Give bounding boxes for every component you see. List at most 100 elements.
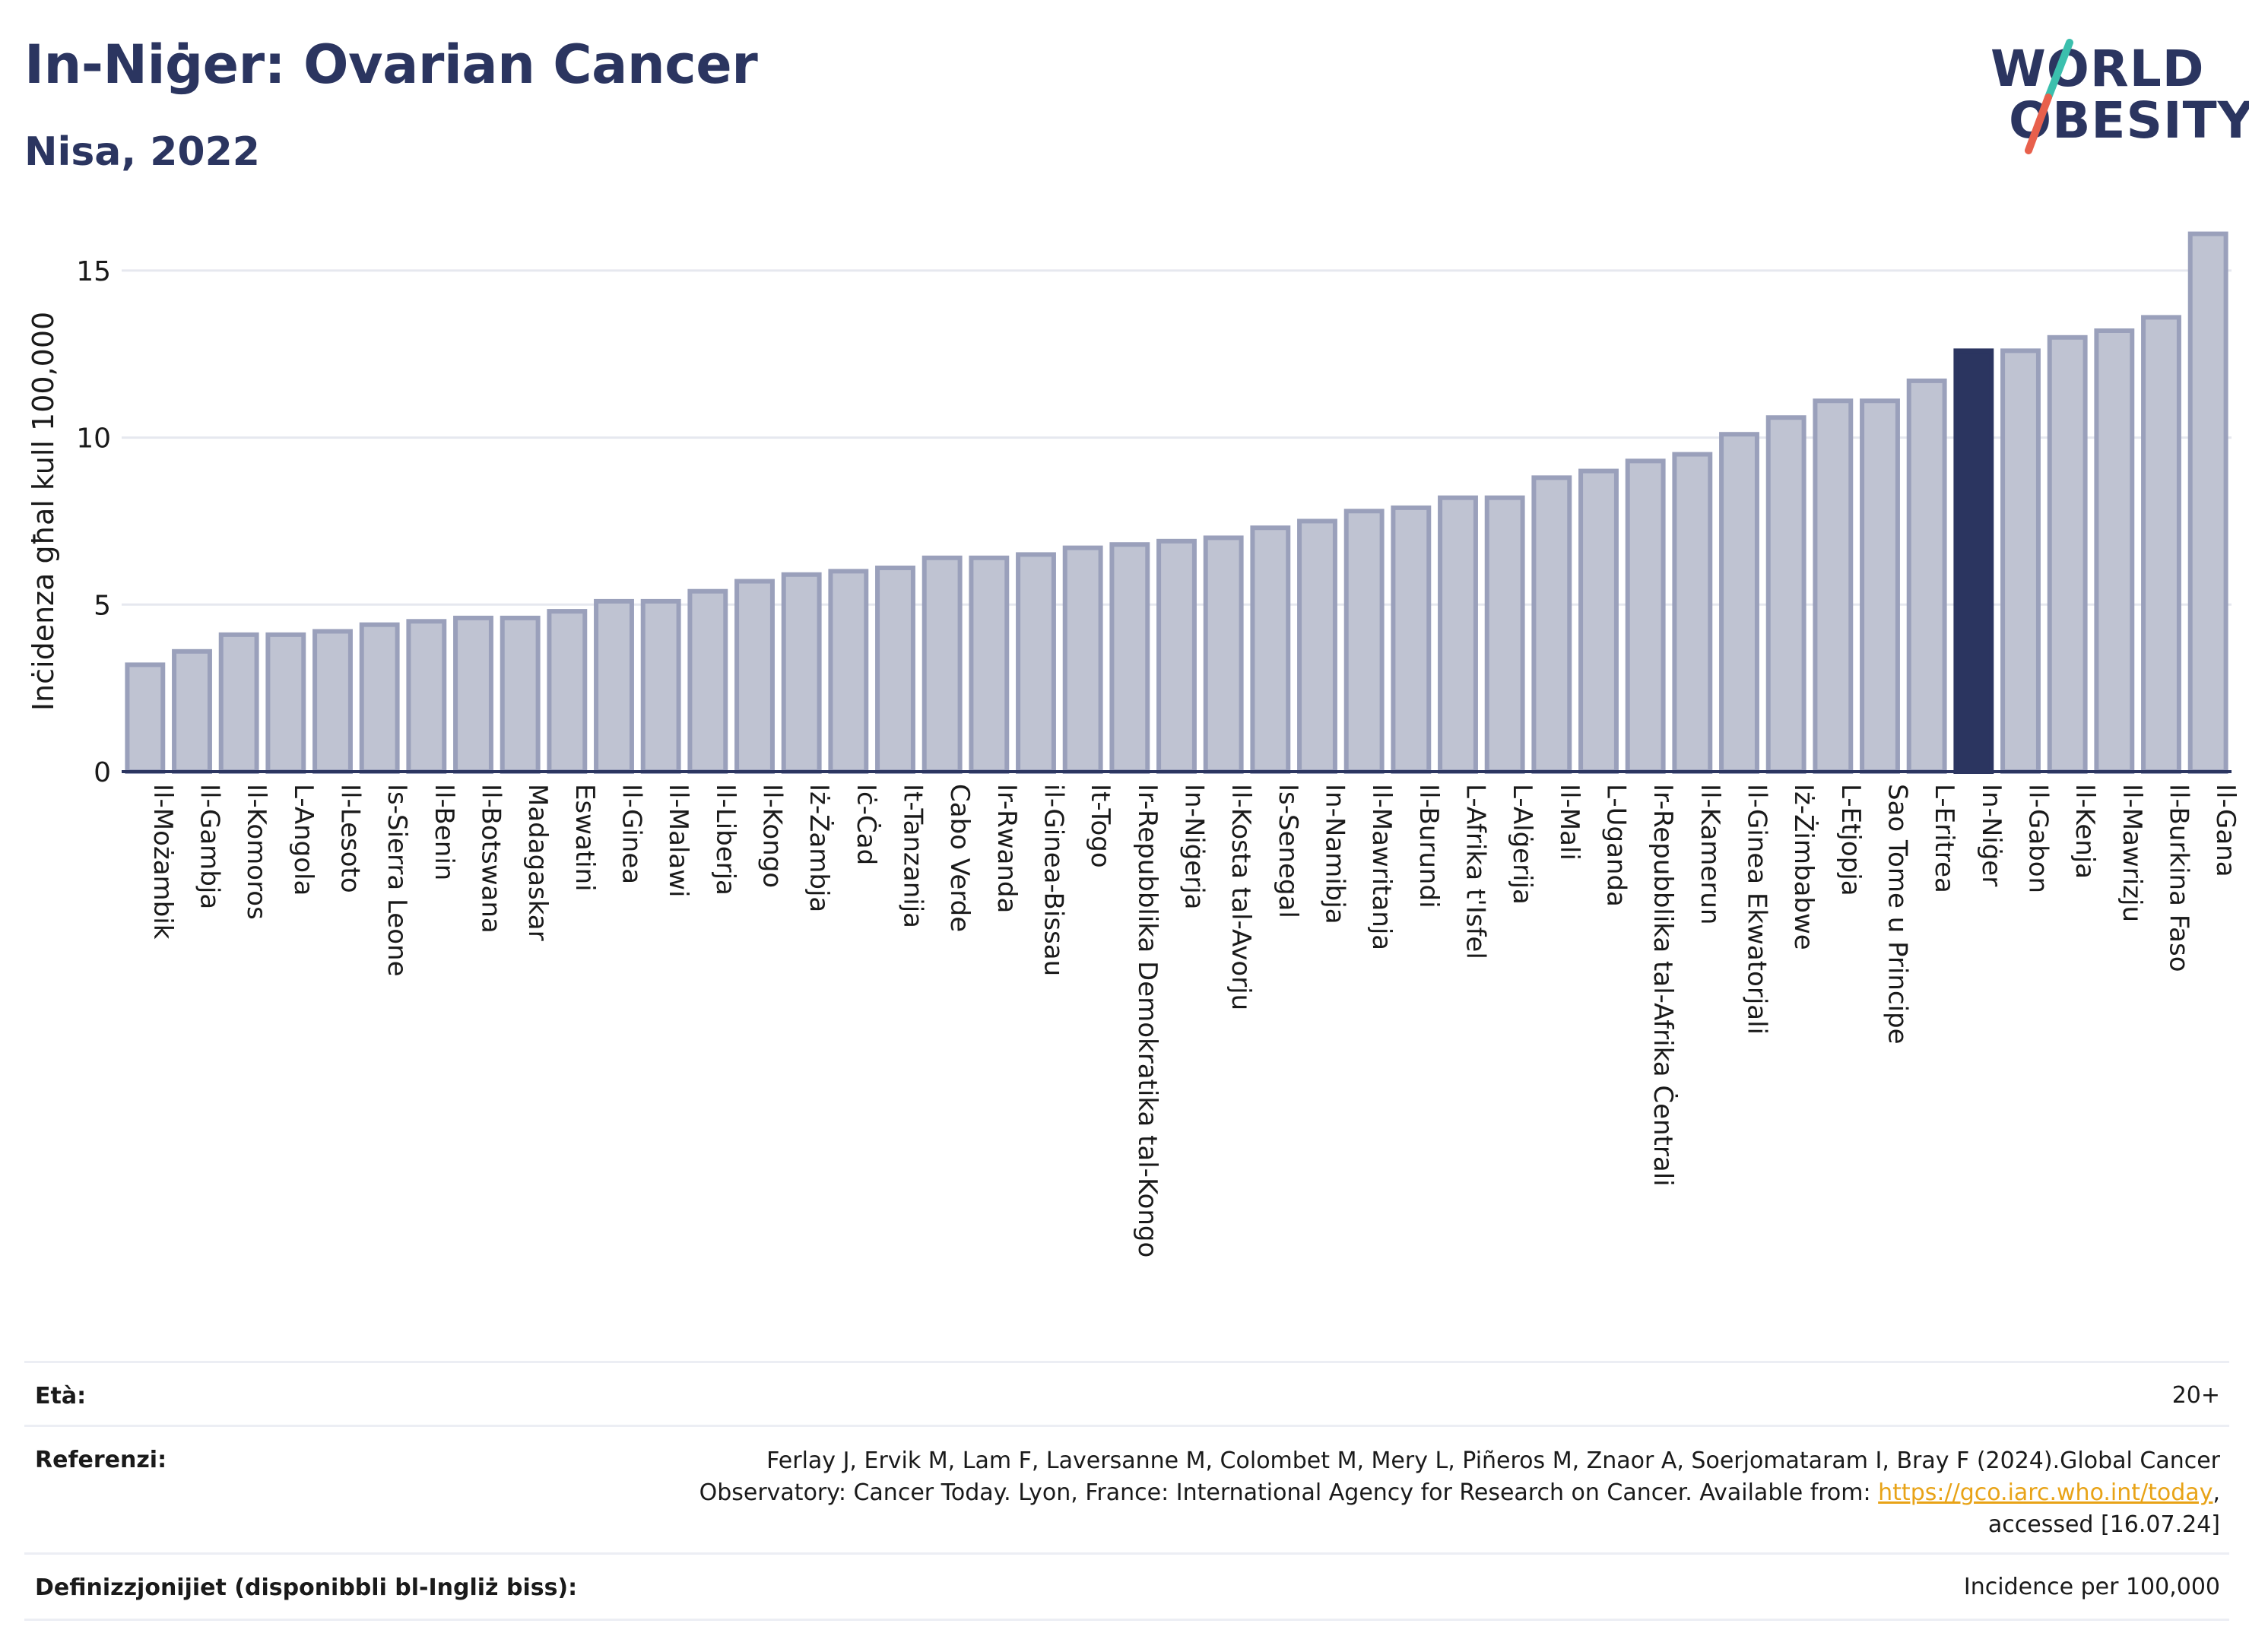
bar	[172, 648, 212, 774]
references-line1: Ferlay J, Ervik M, Lam F, Laversanne M, …	[766, 1447, 2220, 1474]
bar	[1109, 542, 1150, 774]
bar	[1297, 518, 1337, 774]
x-tick-label: In-Niġer	[1976, 784, 2006, 886]
x-tick-label: It-Togo	[1085, 784, 1115, 868]
y-tick-label: 15	[76, 256, 111, 287]
x-tick-label: Il-Benin	[429, 784, 459, 880]
x-tick-label: Iż-Żimbabwe	[1788, 784, 1819, 950]
logo-line1: WORLD	[1990, 40, 2205, 98]
references-line2-text: Observatory: Cancer Today. Lyon, France:…	[699, 1479, 1879, 1506]
bar	[2094, 328, 2135, 774]
x-tick-label: Il-Kamerun	[1695, 784, 1725, 924]
info-row-definitions: Definizzjonijiet (disponibbli bl-Ingliż …	[24, 1552, 2229, 1621]
y-axis-label: Inċidenza għal kull 100,000	[27, 312, 60, 711]
bar	[265, 632, 306, 775]
definitions-value: Incidence per 100,000	[1963, 1574, 2220, 1600]
definitions-label: Definizzjonijiet (disponibbli bl-Ingliż …	[35, 1574, 578, 1601]
world-obesity-logo: WORLD OBESITY	[1984, 27, 2249, 164]
references-line3: accessed [16.07.24]	[1987, 1511, 2220, 1538]
bar	[1484, 495, 1525, 774]
x-tick-label: In-Namibja	[1320, 784, 1350, 924]
x-tick-label: Ir-Repubblika Demokratika tal-Kongo	[1132, 784, 1163, 1257]
bar	[969, 555, 1010, 774]
x-tick-label: In-Niġerja	[1179, 784, 1210, 909]
bar	[125, 662, 166, 774]
bar	[1625, 458, 1666, 774]
y-tick-label: 0	[94, 757, 111, 788]
x-tick-label: Il-Kongo	[757, 784, 788, 888]
y-tick-label: 10	[76, 423, 111, 455]
bar	[2000, 348, 2041, 774]
age-value: 20+	[2171, 1382, 2220, 1409]
x-tick-label: Cabo Verde	[944, 784, 975, 932]
bar	[453, 615, 493, 774]
x-tick-label: il-Ginea-Bissau	[1039, 784, 1069, 976]
x-tick-label: Il-Botswana	[476, 784, 506, 934]
bar	[2047, 335, 2088, 774]
bar	[500, 615, 541, 774]
bar	[687, 588, 728, 775]
x-tick-label: Ir-Repubblika tal-Afrika Ċentrali	[1648, 784, 1679, 1187]
bar	[1719, 432, 1759, 774]
bar	[875, 565, 915, 774]
bar	[1531, 475, 1572, 774]
bar	[1578, 468, 1619, 774]
bar	[1203, 535, 1244, 774]
info-row-age: Età: 20+	[24, 1361, 2229, 1427]
logo-slash-icon	[2025, 39, 2073, 154]
bar	[1062, 545, 1103, 774]
x-tick-label: L-Afrika t'Isfel	[1461, 784, 1491, 959]
bar	[547, 609, 588, 774]
x-tick-label: Il-Mawritanja	[1366, 784, 1397, 950]
x-tick-label: Iż-Żambja	[804, 784, 834, 912]
x-tick-label: Il-Malawi	[663, 784, 693, 897]
x-tick-label: Il-Burkina Faso	[2164, 784, 2194, 972]
x-tick-label: Ir-Rwanda	[991, 784, 1022, 913]
x-tick-label: Il-Gana	[2210, 784, 2241, 877]
bar	[1343, 509, 1385, 774]
x-tick-label: Il-Gabon	[2023, 784, 2054, 893]
x-tick-label: Il-Liberja	[710, 784, 741, 896]
page-subtitle: Nisa, 2022	[24, 129, 260, 175]
x-tick-label: Eswatini	[569, 784, 600, 892]
references-line2-end: ,	[2213, 1479, 2220, 1506]
bar	[218, 632, 259, 775]
x-tick-label: Sao Tome u Principe	[1883, 784, 1913, 1045]
x-tick-label: Is-Sierra Leone	[382, 784, 412, 977]
bar	[781, 572, 822, 774]
x-tick-label: Il-Mali	[1554, 784, 1584, 861]
x-tick-label: Il-Ginea Ekwatorjali	[1742, 784, 1772, 1035]
x-tick-label: Il-Ginea	[617, 784, 647, 884]
x-tick-label: Il-Możambik	[148, 784, 178, 940]
x-tick-label: Il-Kosta tal-Avorju	[1226, 784, 1256, 1010]
x-tick-label: Il-Lesoto	[335, 784, 366, 893]
x-tick-label: Il-Mawrizju	[2117, 784, 2147, 922]
x-tick-label: Il-Kenja	[2070, 784, 2100, 879]
x-tick-label: It-Tanzanija	[898, 784, 928, 928]
bar	[828, 569, 869, 774]
bar	[359, 622, 400, 775]
bar	[921, 555, 963, 774]
x-tick-label: L-Eritrea	[1929, 784, 1959, 893]
bar	[640, 598, 681, 775]
references-link[interactable]: https://gco.iarc.who.int/today	[1878, 1479, 2213, 1506]
age-label: Età:	[35, 1383, 87, 1409]
bar	[312, 629, 353, 774]
bar	[1860, 398, 1900, 774]
bar	[406, 619, 447, 774]
x-tick-label: L-Angola	[288, 784, 319, 896]
references-value: Ferlay J, Ervik M, Lam F, Laversanne M, …	[547, 1445, 2220, 1541]
bar	[1765, 415, 1806, 774]
bar-chart: 0 5 10 15 Inċidenza għal kull 100,000 Il-Moża…	[27, 231, 2241, 1257]
bar	[594, 598, 634, 775]
page-title: In-Niġer: Ovarian Cancer	[24, 33, 758, 96]
bar	[2141, 315, 2181, 774]
bar-highlight	[1953, 348, 1994, 774]
references-label: Referenzi:	[35, 1447, 167, 1473]
bar	[2187, 231, 2228, 775]
x-tick-label: Il-Burundi	[1413, 784, 1444, 908]
bar	[1016, 552, 1056, 774]
bar	[1813, 398, 1854, 774]
bar	[1672, 452, 1713, 774]
x-tick-label: L-Uganda	[1601, 784, 1632, 907]
